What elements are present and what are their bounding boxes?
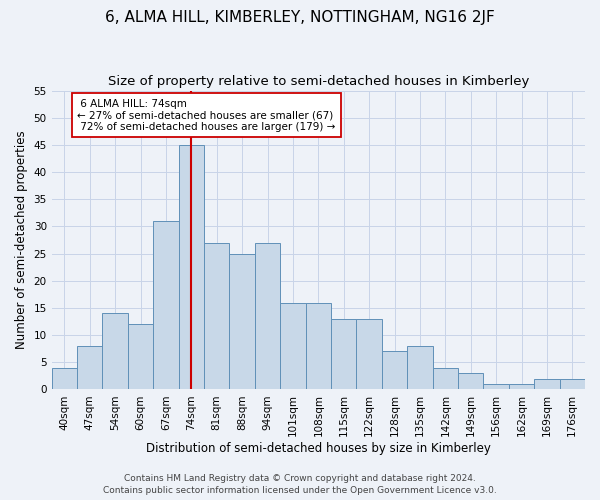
Text: 6, ALMA HILL, KIMBERLEY, NOTTINGHAM, NG16 2JF: 6, ALMA HILL, KIMBERLEY, NOTTINGHAM, NG1… bbox=[105, 10, 495, 25]
Bar bbox=[52, 368, 77, 390]
Bar bbox=[255, 242, 280, 390]
Bar bbox=[229, 254, 255, 390]
Bar bbox=[382, 352, 407, 390]
Bar bbox=[153, 221, 179, 390]
Title: Size of property relative to semi-detached houses in Kimberley: Size of property relative to semi-detach… bbox=[107, 75, 529, 88]
Bar bbox=[179, 145, 204, 390]
Text: Contains HM Land Registry data © Crown copyright and database right 2024.
Contai: Contains HM Land Registry data © Crown c… bbox=[103, 474, 497, 495]
Bar bbox=[560, 378, 585, 390]
Bar bbox=[204, 242, 229, 390]
Bar bbox=[433, 368, 458, 390]
Y-axis label: Number of semi-detached properties: Number of semi-detached properties bbox=[15, 130, 28, 350]
Bar bbox=[280, 302, 305, 390]
Bar bbox=[305, 302, 331, 390]
Bar bbox=[356, 319, 382, 390]
X-axis label: Distribution of semi-detached houses by size in Kimberley: Distribution of semi-detached houses by … bbox=[146, 442, 491, 455]
Bar bbox=[534, 378, 560, 390]
Bar bbox=[331, 319, 356, 390]
Bar bbox=[458, 373, 484, 390]
Bar bbox=[509, 384, 534, 390]
Bar bbox=[407, 346, 433, 390]
Bar bbox=[128, 324, 153, 390]
Bar bbox=[77, 346, 103, 390]
Bar bbox=[484, 384, 509, 390]
Text: 6 ALMA HILL: 74sqm
← 27% of semi-detached houses are smaller (67)
 72% of semi-d: 6 ALMA HILL: 74sqm ← 27% of semi-detache… bbox=[77, 98, 335, 132]
Bar bbox=[103, 314, 128, 390]
